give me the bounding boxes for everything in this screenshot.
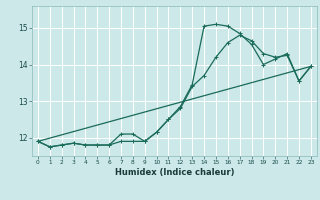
X-axis label: Humidex (Indice chaleur): Humidex (Indice chaleur): [115, 168, 234, 177]
